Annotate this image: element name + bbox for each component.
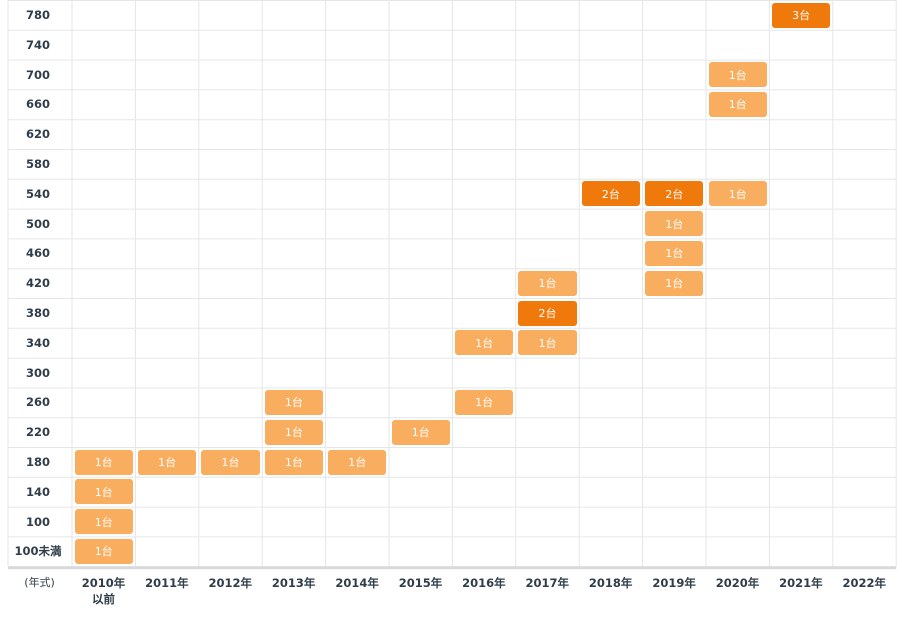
heatmap-cell[interactable]: 1台 (74, 538, 133, 564)
y-tick-label: 260 (25, 395, 50, 410)
x-tick-label: 2010年 以前 (81, 576, 126, 607)
heatmap-cell[interactable]: 1台 (645, 211, 704, 237)
y-tick-label: 700 (25, 67, 50, 82)
x-tick-label: 2019年 (652, 576, 696, 591)
heatmap-cell[interactable]: 1台 (264, 389, 324, 415)
y-tick-label: 660 (25, 97, 50, 112)
x-tick-label: 2021年 (779, 576, 823, 591)
heatmap-cell[interactable]: 1台 (645, 270, 704, 296)
heatmap-cell[interactable]: 1台 (391, 419, 450, 445)
heatmap-cell[interactable]: 1台 (74, 449, 133, 475)
y-tick-label: 780 (25, 7, 50, 22)
x-tick-label: 2017年 (525, 576, 570, 591)
heatmap-cell[interactable]: 1台 (708, 62, 767, 88)
y-tick-label: 620 (25, 127, 50, 142)
y-tick-label: 140 (25, 484, 50, 499)
heatmap-cell[interactable]: 1台 (645, 240, 704, 266)
x-tick-label: 2014年 (335, 576, 379, 591)
y-tick-label: 340 (25, 335, 50, 350)
y-tick-label: 580 (25, 156, 50, 171)
y-tick-label: 380 (25, 305, 50, 320)
heatmap-cell[interactable]: 1台 (454, 389, 514, 415)
heatmap-cell[interactable]: 1台 (708, 91, 767, 117)
y-tick-label: 300 (25, 365, 50, 380)
x-axis-unit: (年式) (24, 576, 55, 590)
y-tick-label: 420 (25, 276, 50, 291)
y-tick-label: 100 (25, 514, 50, 529)
y-tick-label: 540 (25, 186, 50, 201)
x-tick-label: 2011年 (145, 576, 189, 591)
x-tick-label: 2013年 (271, 576, 316, 591)
y-tick-label: 740 (25, 37, 50, 52)
heatmap-cell[interactable]: 1台 (708, 181, 767, 207)
y-tick-label: 460 (25, 246, 50, 261)
heatmap-cell[interactable]: 3台 (771, 2, 831, 28)
heatmap-cell[interactable]: 1台 (328, 449, 387, 475)
heatmap-cell[interactable]: 1台 (454, 330, 514, 356)
heatmap-cell[interactable]: 1台 (264, 419, 324, 445)
heatmap-cell[interactable]: 2台 (518, 300, 577, 326)
x-tick-label: 2020年 (715, 576, 760, 591)
x-tick-label: 2018年 (588, 576, 633, 591)
heatmap-cell[interactable]: 2台 (645, 181, 704, 207)
heatmap-cell[interactable]: 1台 (518, 270, 577, 296)
heatmap-cell[interactable]: 1台 (264, 449, 324, 475)
x-tick-label: 2016年 (462, 576, 506, 591)
y-tick-label: 180 (25, 454, 50, 469)
heatmap-cell[interactable]: 1台 (74, 509, 133, 535)
heatmap-cell[interactable]: 1台 (74, 479, 133, 505)
y-tick-label: 100未満 (14, 544, 62, 559)
x-tick-label: 2022年 (842, 576, 887, 591)
y-tick-label: 220 (25, 425, 50, 440)
heatmap-cell[interactable]: 1台 (518, 330, 577, 356)
heatmap-cell[interactable]: 1台 (137, 449, 197, 475)
heatmap-cell[interactable]: 2台 (581, 181, 641, 207)
y-tick-label: 500 (25, 216, 50, 231)
x-tick-label: 2012年 (208, 576, 253, 591)
x-tick-label: 2015年 (398, 576, 443, 591)
heatmap-cell[interactable]: 1台 (201, 449, 260, 475)
